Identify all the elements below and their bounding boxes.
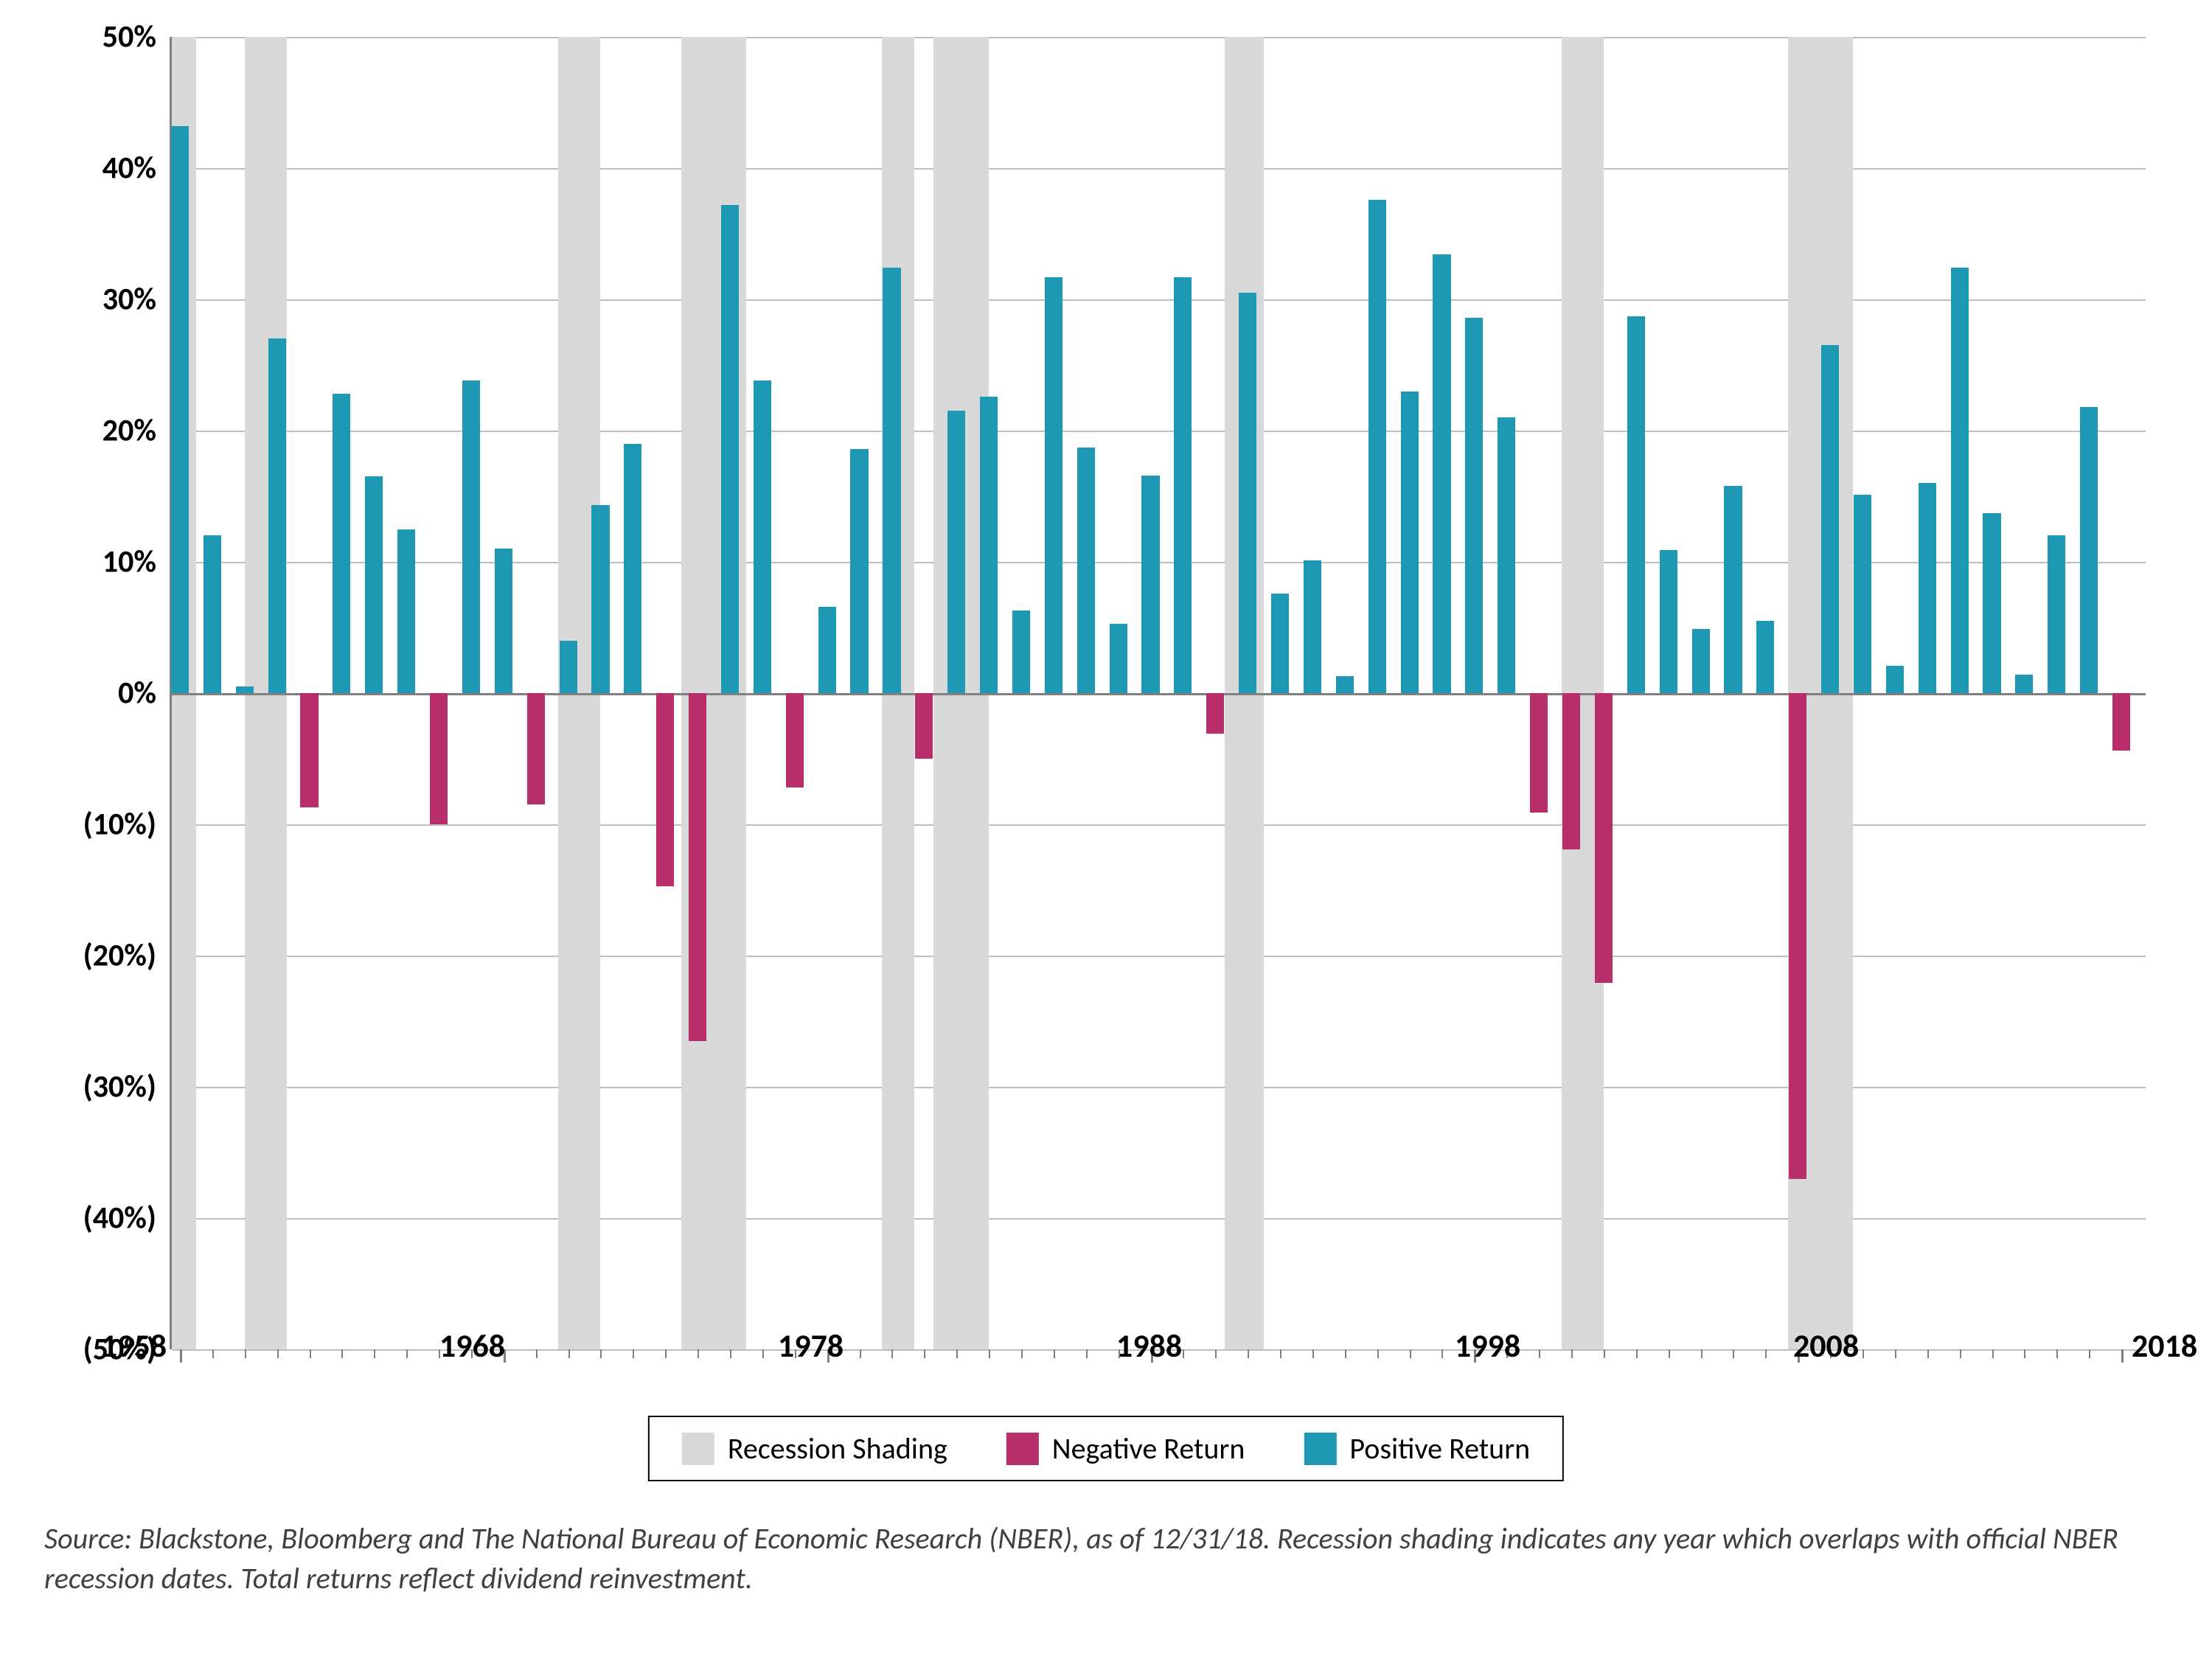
x-tick-label: 2008: [1793, 1326, 1859, 1366]
return-bar: [1045, 277, 1062, 693]
return-bar: [2015, 675, 2033, 693]
y-tick-label: (20%): [83, 937, 156, 975]
return-bar: [1951, 268, 1969, 693]
x-tick-label: 1968: [439, 1326, 505, 1366]
return-bar: [656, 693, 674, 886]
y-tick-label: 40%: [102, 150, 156, 187]
return-bar: [1077, 448, 1095, 693]
legend-item-positive: Positive Return: [1304, 1430, 1530, 1467]
y-axis: 50%40%30%20%10%0%(10%)(20%)(30%)(40%)(50…: [44, 37, 170, 1349]
return-bar: [754, 380, 771, 693]
return-bar: [1595, 693, 1613, 983]
return-bar: [171, 126, 189, 693]
return-bar: [1498, 417, 1515, 693]
x-tick-label: 1958: [101, 1326, 167, 1366]
legend-swatch-negative: [1006, 1433, 1039, 1465]
chart-legend: Recession Shading Negative Return Positi…: [648, 1416, 1564, 1481]
x-axis: 1958196819781988199820082018: [125, 1326, 2190, 1377]
return-bar: [1562, 693, 1580, 849]
return-bar: [980, 397, 998, 693]
return-bar: [1012, 611, 1030, 693]
return-bar: [786, 693, 804, 787]
return-bar: [495, 549, 512, 693]
return-bar: [1336, 676, 1354, 693]
return-bar: [1886, 666, 1904, 693]
returns-bar-chart: 50%40%30%20%10%0%(10%)(20%)(30%)(40%)(50…: [44, 37, 2168, 1349]
return-bar: [527, 693, 545, 804]
return-bar: [818, 607, 836, 693]
return-bar: [397, 529, 415, 694]
legend-swatch-recession: [682, 1433, 714, 1465]
y-tick-label: 30%: [102, 281, 156, 319]
return-bar: [1174, 277, 1192, 693]
return-bar: [689, 693, 706, 1041]
x-tick-label: 2018: [2132, 1326, 2197, 1366]
return-bar: [462, 380, 480, 693]
return-bar: [1821, 345, 1839, 693]
zero-axis-line: [172, 693, 2146, 695]
return-bar: [1206, 693, 1224, 734]
y-tick-label: (30%): [83, 1068, 156, 1106]
return-bar: [721, 205, 739, 693]
return-bar: [1756, 621, 1774, 693]
return-bar: [883, 268, 900, 693]
return-bar: [1368, 200, 1386, 693]
return-bar: [1433, 254, 1450, 693]
legend-label-positive: Positive Return: [1349, 1430, 1530, 1467]
return-bar: [1304, 560, 1321, 693]
legend-item-negative: Negative Return: [1006, 1430, 1245, 1467]
legend-swatch-positive: [1304, 1433, 1336, 1465]
x-tick-label: 1998: [1455, 1326, 1520, 1366]
return-bar: [624, 444, 641, 693]
y-tick-label: 20%: [102, 412, 156, 450]
legend-item-recession: Recession Shading: [682, 1430, 947, 1467]
return-bar: [1724, 486, 1742, 693]
y-tick-label: 10%: [102, 543, 156, 581]
legend-label-recession: Recession Shading: [728, 1430, 947, 1467]
x-tick-label: 1988: [1116, 1326, 1182, 1366]
return-bar: [2048, 535, 2065, 693]
return-bar: [591, 505, 609, 693]
return-bar: [915, 693, 933, 759]
y-tick-label: (40%): [83, 1200, 156, 1237]
x-tick-label: 1978: [778, 1326, 844, 1366]
return-bar: [1465, 318, 1483, 693]
return-bar: [1110, 624, 1127, 693]
return-bar: [1919, 483, 1936, 693]
return-bar: [2080, 407, 2098, 693]
return-bar: [1854, 495, 1871, 693]
return-bar: [1983, 513, 2000, 693]
return-bar: [1692, 629, 1710, 693]
return-bar: [560, 641, 577, 693]
legend-label-negative: Negative Return: [1052, 1430, 1245, 1467]
return-bar: [430, 693, 448, 824]
return-bar: [850, 449, 868, 693]
y-tick-label: 50%: [102, 18, 156, 56]
return-bar: [204, 535, 221, 693]
return-bar: [300, 693, 318, 807]
return-bar: [1530, 693, 1548, 813]
return-bar: [236, 686, 254, 693]
y-tick-label: 0%: [118, 675, 156, 712]
return-bar: [1660, 550, 1677, 693]
return-bar: [947, 411, 965, 693]
return-bar: [268, 338, 286, 693]
return-bar: [2112, 693, 2130, 751]
return-bar: [1239, 293, 1256, 693]
plot-area: [170, 37, 2146, 1349]
return-bar: [1789, 693, 1806, 1179]
return-bar: [1271, 594, 1289, 693]
return-bar: [1141, 476, 1159, 693]
return-bar: [365, 476, 383, 693]
y-tick-label: (10%): [83, 806, 156, 844]
return-bar: [333, 394, 350, 693]
source-footnote: Source: Blackstone, Bloomberg and The Na…: [44, 1519, 2168, 1599]
return-bar: [1627, 316, 1645, 693]
return-bar: [1401, 392, 1419, 693]
